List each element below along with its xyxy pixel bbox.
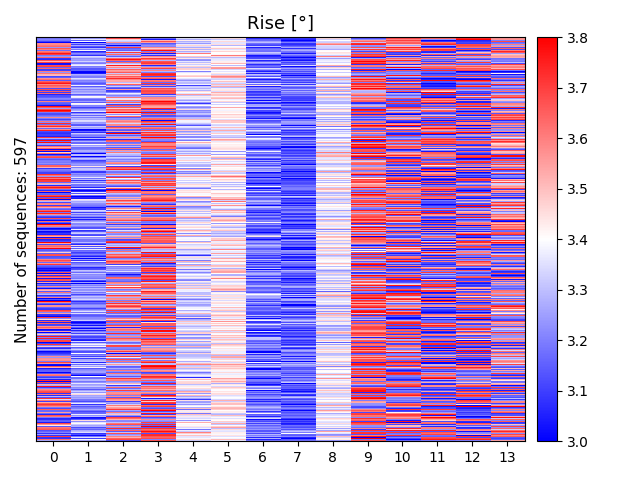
Title: Rise [°]: Rise [°] — [246, 15, 314, 33]
Y-axis label: Number of sequences: 597: Number of sequences: 597 — [15, 136, 30, 343]
